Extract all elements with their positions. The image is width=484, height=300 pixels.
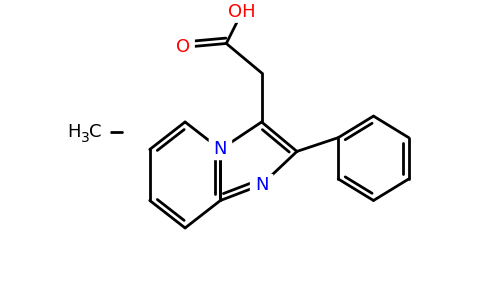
Text: N: N — [213, 140, 227, 158]
FancyBboxPatch shape — [60, 121, 110, 142]
FancyBboxPatch shape — [250, 174, 273, 196]
FancyBboxPatch shape — [227, 1, 257, 23]
FancyBboxPatch shape — [209, 139, 232, 160]
Text: OH: OH — [228, 3, 256, 21]
Text: O: O — [176, 38, 190, 56]
FancyBboxPatch shape — [171, 37, 195, 58]
Text: H: H — [68, 123, 81, 141]
Text: 3: 3 — [81, 131, 90, 145]
Text: N: N — [255, 176, 268, 194]
Text: C: C — [89, 123, 101, 141]
